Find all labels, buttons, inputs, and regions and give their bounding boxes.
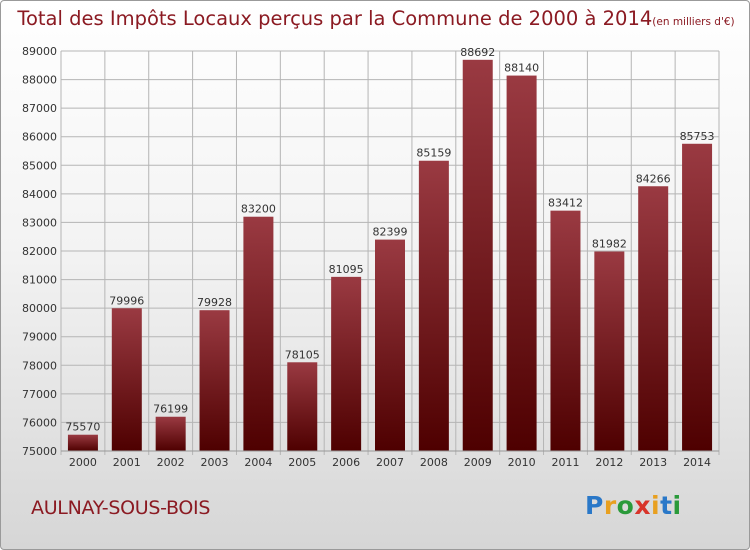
x-tick-label: 2000 [69, 456, 97, 469]
x-tick-label: 2006 [332, 456, 360, 469]
bar [155, 416, 186, 451]
bar [682, 143, 713, 451]
y-tick-label: 81000 [22, 274, 57, 287]
y-tick-label: 82000 [22, 245, 57, 258]
y-tick-label: 80000 [22, 302, 57, 315]
bar [550, 210, 581, 451]
y-tick-label: 83000 [22, 216, 57, 229]
x-tick-label: 2007 [376, 456, 404, 469]
value-label: 85159 [416, 147, 451, 160]
bar [506, 75, 537, 452]
bar [111, 308, 142, 451]
value-label: 78105 [285, 348, 320, 361]
x-tick-label: 2001 [113, 456, 141, 469]
bar [594, 251, 625, 451]
y-tick-label: 86000 [22, 131, 57, 144]
x-tick-label: 2009 [464, 456, 492, 469]
logo-letter: o [616, 491, 635, 520]
y-tick-label: 79000 [22, 331, 57, 344]
logo-letter: x [634, 491, 651, 520]
bar [462, 59, 493, 452]
y-tick-label: 88000 [22, 74, 57, 87]
x-tick-label: 2003 [201, 456, 229, 469]
logo-letter: i [672, 491, 682, 520]
bar [287, 362, 318, 451]
x-tick-label: 2005 [288, 456, 316, 469]
title-row: Total des Impôts Locaux perçus par la Co… [1, 7, 749, 30]
value-label: 85753 [680, 130, 715, 143]
bar [199, 310, 230, 451]
bar [375, 239, 405, 451]
value-label: 79996 [109, 294, 144, 307]
x-tick-label: 2013 [639, 456, 667, 469]
x-tick-label: 2014 [683, 456, 711, 469]
commune-name: AULNAY-SOUS-BOIS [31, 497, 211, 519]
x-tick-label: 2012 [595, 456, 623, 469]
chart-title: Total des Impôts Locaux perçus par la Co… [17, 7, 653, 30]
value-label: 84266 [636, 172, 671, 185]
logo-letter: t [660, 491, 673, 520]
y-tick-label: 87000 [22, 102, 57, 115]
value-label: 81982 [592, 238, 627, 251]
y-tick-label: 89000 [22, 45, 57, 58]
proxiti-logo[interactable]: Proxiti [585, 491, 682, 520]
bar [243, 216, 274, 451]
x-tick-label: 2011 [551, 456, 579, 469]
y-tick-label: 76000 [22, 416, 57, 429]
x-tick-label: 2004 [244, 456, 272, 469]
logo-letter: r [603, 491, 617, 520]
bar [638, 186, 669, 451]
logo-letter: i [651, 491, 661, 520]
bar [67, 434, 98, 451]
unit-label: (en milliers d'€) [652, 16, 735, 28]
logo-letter: P [585, 491, 604, 520]
value-label: 88140 [504, 62, 539, 75]
value-label: 76199 [153, 403, 188, 416]
y-tick-label: 84000 [22, 188, 57, 201]
y-tick-label: 78000 [22, 359, 57, 372]
bar [331, 276, 362, 451]
value-label: 83200 [241, 203, 276, 216]
value-label: 82399 [373, 226, 408, 239]
bar [418, 160, 449, 451]
x-tick-label: 2010 [508, 456, 536, 469]
value-label: 75570 [65, 421, 100, 434]
y-tick-label: 77000 [22, 388, 57, 401]
y-tick-label: 85000 [22, 159, 57, 172]
x-tick-label: 2008 [420, 456, 448, 469]
value-label: 83412 [548, 197, 583, 210]
value-label: 81095 [329, 263, 364, 276]
y-tick-label: 75000 [22, 445, 57, 458]
value-label: 79928 [197, 296, 232, 309]
value-label: 88692 [460, 46, 495, 59]
x-tick-label: 2002 [157, 456, 185, 469]
